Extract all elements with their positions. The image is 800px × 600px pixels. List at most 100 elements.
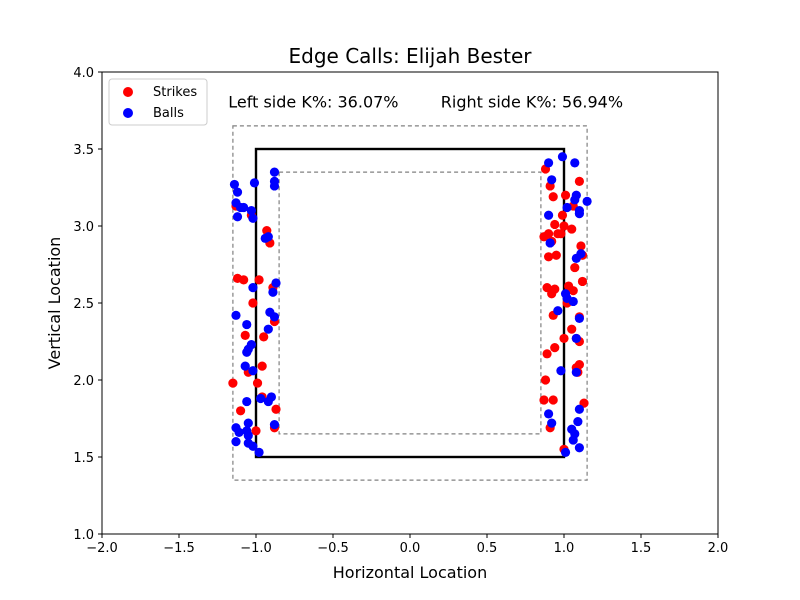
strikes-point-4 [236, 406, 246, 416]
y-axis-label: Vertical Location [45, 237, 64, 370]
x-tick-label: 1.0 [554, 541, 575, 556]
balls-point-67 [573, 416, 583, 427]
legend: Strikes Balls [108, 78, 208, 126]
y-tick-label: 2.0 [73, 374, 94, 389]
strikes-point-41 [559, 221, 569, 231]
strikes-point-11 [251, 426, 261, 436]
strikes-point-58 [574, 176, 585, 186]
balls-point-59 [571, 333, 581, 344]
balls-point-68 [568, 435, 578, 445]
strikes-point-38 [548, 395, 558, 405]
strikes-point-40 [557, 210, 568, 220]
balls-point-1 [232, 187, 243, 197]
balls-point-0 [229, 179, 240, 190]
balls-point-71 [562, 293, 572, 303]
balls-point-54 [545, 238, 555, 248]
strikes-point-36 [540, 375, 551, 385]
balls-point-17 [269, 312, 280, 322]
strikes-point-42 [567, 224, 577, 234]
balls-point-31 [242, 396, 252, 407]
legend-marker-balls [123, 108, 133, 118]
strikes-point-37 [539, 395, 549, 405]
balls-point-26 [248, 366, 258, 376]
strikes-point-17 [271, 404, 281, 414]
balls-point-39 [248, 441, 258, 451]
legend-label-balls: Balls [153, 106, 184, 121]
strikes-point-12 [259, 332, 269, 342]
balls-point-25 [240, 361, 250, 371]
balls-point-29 [266, 392, 276, 402]
x-tick-label: 1.5 [631, 541, 652, 556]
balls-point-44 [547, 175, 557, 185]
balls-point-36 [243, 430, 253, 441]
y-tick-label: 1.5 [73, 451, 94, 466]
strikes-point-34 [542, 349, 552, 359]
balls-point-60 [556, 366, 566, 376]
balls-point-42 [557, 152, 568, 162]
balls-point-24 [246, 339, 256, 350]
x-tick-label: 2.0 [708, 541, 729, 556]
y-ticks: 1.0 1.5 2.0 2.5 3.0 3.5 4.0 [73, 66, 102, 543]
x-tick-label: −1.5 [163, 541, 195, 556]
balls-point-61 [571, 367, 581, 377]
balls-point-18 [263, 324, 273, 334]
balls-point-13 [260, 233, 270, 243]
balls-point-11 [269, 181, 280, 191]
strikes-point-27 [550, 219, 560, 230]
strikes-point-0 [228, 378, 238, 388]
balls-point-27 [256, 393, 266, 404]
balls-point-34 [243, 418, 253, 428]
balls-point-70 [574, 443, 585, 453]
balls-point-19 [248, 283, 258, 293]
balls-point-20 [242, 319, 252, 330]
chart-title: Edge Calls: Elijah Bester [289, 44, 533, 68]
balls-point-21 [231, 310, 241, 320]
strikes-point-6 [248, 298, 258, 308]
balls-point-7 [248, 213, 258, 223]
y-tick-label: 3.5 [73, 143, 94, 158]
legend-box [108, 78, 208, 126]
balls-point-63 [574, 404, 585, 414]
outer-edge [232, 125, 588, 481]
strikes-point-8 [254, 275, 264, 285]
balls-point-53 [571, 253, 581, 263]
strikes-point-47 [567, 324, 577, 334]
strikes-point-53 [577, 276, 588, 287]
strikes-point-10 [252, 378, 263, 388]
balls-point-9 [269, 167, 280, 177]
balls-point-51 [544, 210, 554, 220]
right-side-k-annotation: Right side K%: 56.94% [441, 92, 623, 111]
balls-point-50 [574, 209, 585, 219]
strikes-point-32 [550, 284, 560, 294]
balls-point-41 [544, 158, 554, 168]
strikes-point-23 [548, 192, 558, 202]
balls-point-43 [570, 158, 580, 168]
strikes-point-2 [239, 275, 249, 285]
strikes-point-9 [257, 361, 267, 371]
x-tick-label: −0.5 [317, 541, 349, 556]
legend-marker-strikes [123, 87, 133, 97]
balls-point-47 [570, 195, 580, 205]
strikes-point-63 [560, 190, 571, 200]
y-tick-label: 3.0 [73, 220, 94, 235]
balls-point-15 [268, 287, 278, 297]
strikes-point-5 [240, 330, 250, 340]
balls-point-23 [242, 347, 252, 357]
strikes-point-44 [568, 286, 578, 296]
balls-point-37 [231, 437, 241, 447]
y-tick-label: 4.0 [73, 66, 94, 81]
balls-point-62 [544, 409, 554, 419]
x-tick-label: 0.5 [477, 541, 498, 556]
strikes-point-29 [551, 250, 561, 260]
strikes-point-62 [553, 229, 563, 239]
balls-point-58 [574, 313, 585, 323]
strikes-point-46 [559, 333, 569, 344]
balls-point-5 [239, 202, 249, 213]
x-ticks: −2.0 −1.5 −1.0 −0.5 0.0 0.5 1.0 1.5 2.0 [86, 534, 728, 556]
balls-point-48 [582, 196, 592, 206]
x-axis-label: Horizontal Location [333, 563, 487, 582]
strikes-point-35 [550, 343, 560, 353]
strikes-point-28 [544, 252, 554, 262]
